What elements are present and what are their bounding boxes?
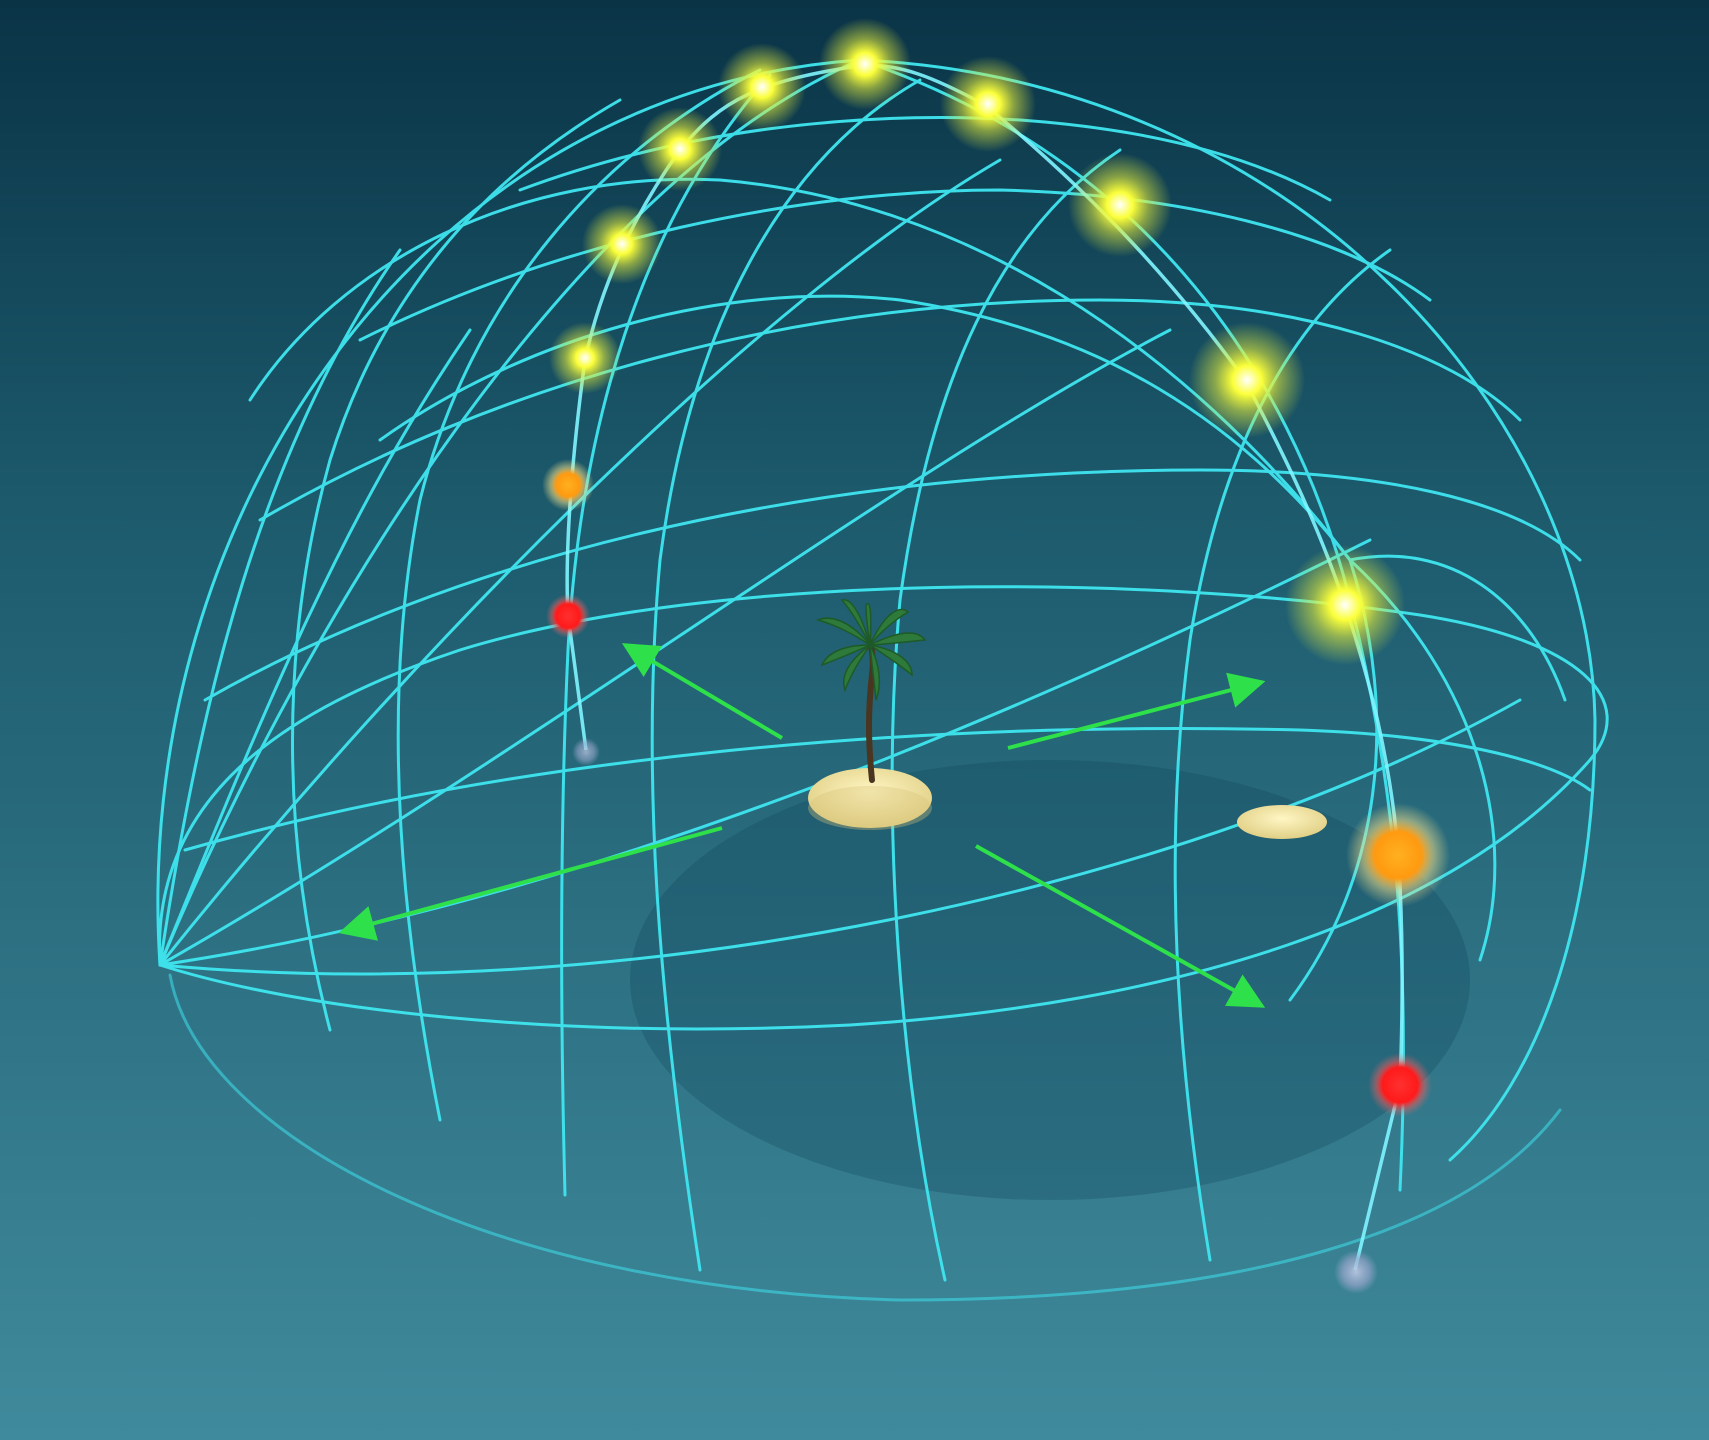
direction-arrow-icon xyxy=(1007,672,1266,750)
sun-day xyxy=(638,107,722,191)
sun-day xyxy=(1285,545,1405,665)
horizon-ring xyxy=(157,585,1609,1031)
direction-arrow-icon xyxy=(338,826,723,941)
sun-noon xyxy=(819,18,911,110)
summer-sun-path xyxy=(940,56,1450,1294)
sun-day xyxy=(549,322,621,394)
sand-island-icon xyxy=(1237,805,1327,839)
sun-below-horizon xyxy=(572,738,600,766)
sun-day xyxy=(1189,322,1305,438)
sand-island-icon xyxy=(808,768,932,828)
ground-ring xyxy=(168,973,1562,1302)
palm-tree-icon xyxy=(815,599,927,783)
sun-day xyxy=(718,43,806,131)
sun-at-horizon xyxy=(546,594,590,638)
direction-arrow-icon xyxy=(975,844,1266,1008)
winter-sun-path xyxy=(542,18,911,766)
sun-day xyxy=(1068,153,1172,257)
central-island xyxy=(808,768,932,830)
direction-arrow-icon xyxy=(621,643,784,740)
direction-arrows xyxy=(338,643,1266,1008)
sun-low-altitude xyxy=(542,459,594,511)
sun-noon xyxy=(940,56,1036,152)
sun-at-horizon xyxy=(1368,1053,1432,1117)
sun-day xyxy=(582,204,662,284)
sun-below-horizon xyxy=(1334,1250,1378,1294)
sun-low-altitude xyxy=(1346,803,1450,907)
dome-shadow xyxy=(630,760,1470,1200)
